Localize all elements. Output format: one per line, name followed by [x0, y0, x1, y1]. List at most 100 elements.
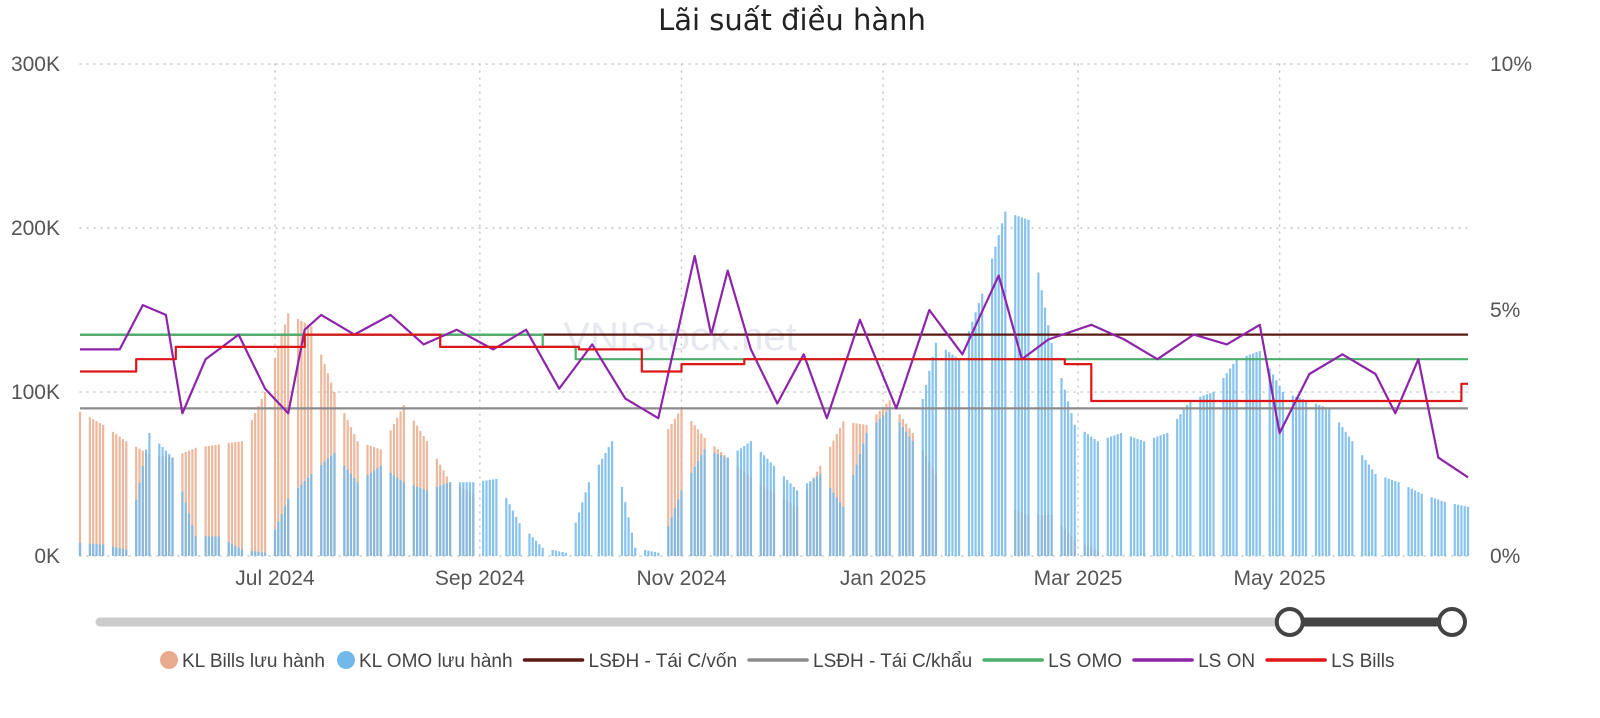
- bar-omo: [644, 549, 647, 556]
- bar-omo: [379, 465, 382, 556]
- bar-omo: [1047, 325, 1050, 556]
- bar-omo: [237, 547, 240, 556]
- legend-label: LSĐH - Tái C/khẩu: [813, 651, 972, 672]
- bar-omo: [373, 470, 376, 556]
- bar-omo: [875, 422, 878, 556]
- bar-bills: [260, 399, 263, 556]
- bar-bills: [250, 420, 253, 556]
- bar-omo: [273, 529, 277, 556]
- bar-bills: [680, 408, 683, 556]
- bar-bills: [287, 313, 290, 556]
- bar-bills: [839, 427, 842, 556]
- bar-bills: [92, 419, 95, 556]
- bar-omo: [786, 479, 789, 556]
- bar-omo: [991, 258, 994, 556]
- bar-omo: [257, 551, 260, 556]
- bar-omo: [158, 443, 161, 556]
- bar-omo: [736, 450, 739, 556]
- range-slider[interactable]: [95, 607, 1467, 637]
- bar-omo: [554, 550, 557, 556]
- bar-bills: [121, 438, 125, 556]
- bar-omo: [1271, 374, 1275, 556]
- bar-omo: [300, 484, 303, 556]
- bar-omo: [1321, 406, 1324, 556]
- bar-omo: [435, 486, 439, 556]
- bar-bills: [111, 431, 115, 556]
- bar-omo: [171, 457, 174, 556]
- bar-omo: [495, 478, 498, 556]
- bar-omo: [204, 536, 207, 556]
- bar-omo: [852, 475, 855, 556]
- bar-omo: [680, 490, 683, 556]
- line-ls-bills: [80, 333, 1468, 403]
- bar-omo: [1225, 373, 1228, 556]
- bar-omo: [839, 502, 842, 556]
- legend-label: LS Bills: [1331, 651, 1394, 672]
- bar-omo: [551, 549, 554, 556]
- bar-bills: [670, 423, 673, 556]
- axis-layer: 0K 100K 200K 300K 0% 5% 10% Jul 2024 Sep 2024 Nov…: [11, 53, 1532, 590]
- bar-omo: [1278, 386, 1281, 556]
- bar-omo: [597, 464, 600, 556]
- bar-omo: [187, 513, 191, 556]
- bar-omo: [102, 544, 105, 556]
- bar-omo: [885, 411, 888, 556]
- line-ls-on: [80, 254, 1469, 479]
- bar-omo: [1166, 433, 1169, 556]
- bar-omo: [1437, 499, 1440, 556]
- bar-omo: [287, 498, 290, 556]
- bar-omo: [277, 521, 280, 556]
- bar-bills: [118, 436, 121, 556]
- bar-omo: [353, 477, 356, 556]
- bar-omo: [442, 484, 445, 556]
- legend-marker: [160, 651, 178, 669]
- bar-omo: [508, 504, 511, 556]
- bar-omo: [924, 384, 928, 556]
- bar-bills: [102, 424, 105, 556]
- bar-omo: [148, 433, 151, 556]
- bar-bills: [297, 318, 300, 556]
- bar-omo: [862, 443, 865, 556]
- bar-omo: [911, 441, 914, 556]
- bar-omo: [997, 235, 1000, 556]
- bar-omo: [650, 551, 653, 556]
- chart-title: Lãi suất điều hành: [658, 3, 926, 37]
- bar-omo: [511, 510, 515, 556]
- bar-bills: [78, 411, 82, 556]
- bar-omo: [422, 489, 425, 556]
- x-tick-label: Sep 2024: [435, 567, 525, 590]
- bar-omo: [1460, 505, 1463, 556]
- bar-omo: [1390, 479, 1394, 556]
- legend-label: LSĐH - Tái C/vốn: [589, 651, 738, 672]
- bar-omo: [620, 486, 624, 556]
- bar-omo: [1189, 400, 1192, 556]
- bar-omo: [234, 545, 237, 556]
- bar-bills: [677, 413, 680, 556]
- bar-omo: [954, 356, 957, 556]
- bar-omo: [1017, 216, 1020, 557]
- bar-omo: [670, 517, 673, 556]
- bar-bills: [300, 320, 303, 556]
- bar-omo: [944, 349, 947, 556]
- bar-omo: [214, 536, 217, 556]
- slider-handle-start[interactable]: [1274, 607, 1305, 637]
- bar-omo: [673, 508, 676, 556]
- bar-bills: [323, 363, 326, 556]
- bar-bills: [125, 441, 128, 556]
- bar-omo: [320, 464, 323, 556]
- bar-omo: [254, 551, 257, 556]
- y-left-tick-label: 0K: [34, 545, 60, 568]
- bar-omo: [1000, 223, 1004, 556]
- bar-omo: [1093, 438, 1096, 556]
- bar-omo: [1252, 353, 1255, 556]
- bar-omo: [458, 482, 462, 556]
- bar-omo: [1245, 355, 1248, 556]
- bar-omo: [1410, 488, 1413, 556]
- bar-omo: [931, 356, 934, 556]
- bar-omo: [1159, 435, 1162, 556]
- slider-handle-end[interactable]: [1437, 607, 1467, 637]
- bar-omo: [703, 449, 706, 556]
- bar-omo: [1430, 497, 1433, 556]
- bar-omo: [349, 473, 353, 556]
